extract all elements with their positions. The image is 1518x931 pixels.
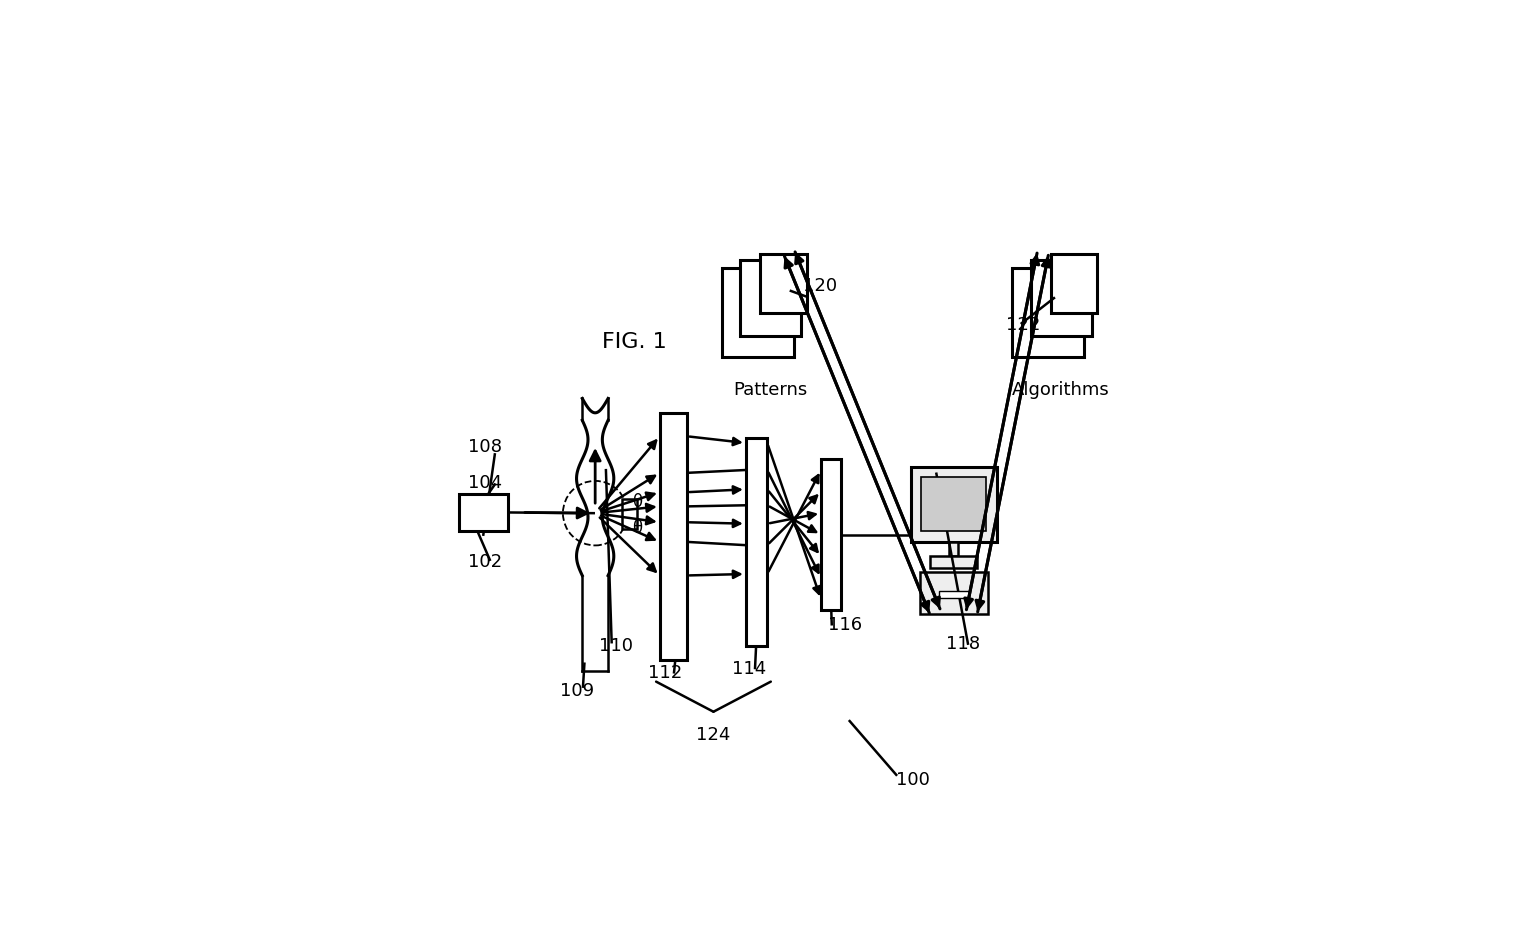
Text: Algorithms: Algorithms <box>1013 381 1110 398</box>
Text: θ: θ <box>633 493 642 511</box>
Text: FIG. 1: FIG. 1 <box>603 332 666 352</box>
Text: 102: 102 <box>468 553 501 571</box>
Text: 109: 109 <box>560 682 595 700</box>
Bar <box>1050 254 1098 313</box>
Bar <box>458 493 507 531</box>
Text: 112: 112 <box>648 664 683 682</box>
Bar <box>920 572 988 614</box>
Text: 122: 122 <box>1006 317 1040 334</box>
Bar <box>1031 261 1091 336</box>
Bar <box>1013 267 1084 358</box>
Bar <box>660 412 688 660</box>
Bar <box>821 459 841 610</box>
Text: 108: 108 <box>468 439 502 456</box>
Bar <box>921 478 985 531</box>
Text: 124: 124 <box>697 726 730 745</box>
Bar <box>622 499 636 529</box>
Text: 100: 100 <box>896 771 931 789</box>
Bar <box>741 261 802 336</box>
Text: 118: 118 <box>946 635 981 654</box>
Bar <box>723 267 794 358</box>
Bar <box>949 542 958 556</box>
Bar <box>931 556 978 568</box>
Text: 104: 104 <box>468 474 502 492</box>
Bar <box>761 254 808 313</box>
Text: 110: 110 <box>598 637 633 654</box>
Bar <box>911 466 997 542</box>
Text: 114: 114 <box>732 660 767 679</box>
Bar <box>938 591 968 598</box>
Text: 116: 116 <box>829 616 862 634</box>
Text: Patterns: Patterns <box>733 381 808 398</box>
Text: 120: 120 <box>803 277 838 295</box>
Text: θ: θ <box>633 519 642 537</box>
Bar <box>745 438 767 646</box>
